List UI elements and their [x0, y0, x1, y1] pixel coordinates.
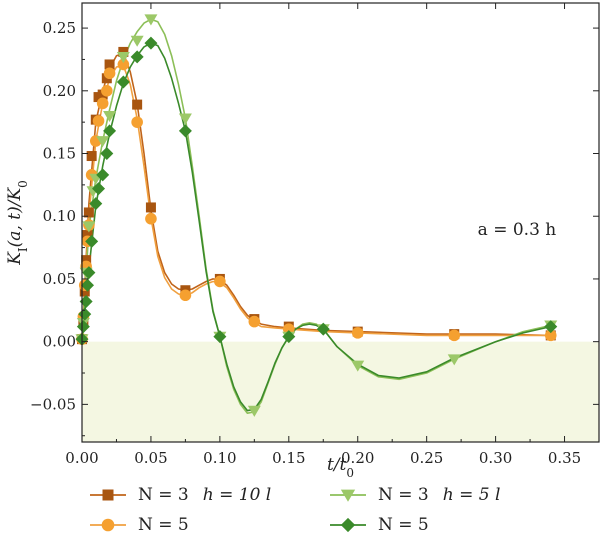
x-tick-label: 0.10 — [203, 449, 236, 467]
series-1-point — [179, 289, 192, 302]
negative-region-shade — [82, 341, 599, 442]
series-3-point — [116, 75, 130, 89]
series-1-point — [103, 67, 116, 80]
series-line-0 — [81, 52, 551, 342]
x-tick-label: 0.30 — [479, 449, 512, 467]
series-2-point — [447, 354, 461, 366]
series-0-point — [118, 46, 129, 57]
series-3-point — [81, 278, 95, 292]
series-3-point — [79, 295, 93, 309]
series-3-point — [544, 320, 558, 334]
y-tick-label: 0.15 — [43, 145, 76, 163]
series-2-point — [82, 221, 96, 233]
legend-entry-1: N = 5 — [90, 515, 189, 535]
x-tick-label: 0.15 — [272, 449, 305, 467]
x-axis-label: t/t0 — [327, 455, 354, 480]
x-tick-label: 0.25 — [410, 449, 443, 467]
series-0-point — [86, 151, 97, 162]
plot-frame — [81, 2, 600, 443]
series-0-point — [79, 286, 90, 297]
series-3-point — [144, 36, 158, 50]
y-tick-label: 0.10 — [43, 207, 76, 225]
series-3-point — [316, 322, 330, 336]
series-line-3 — [81, 42, 551, 412]
series-3-point — [96, 168, 110, 182]
series-2-point — [103, 111, 117, 123]
series-1-point — [117, 58, 130, 71]
series-0-point — [82, 230, 93, 241]
series-1-point — [96, 97, 109, 110]
y-tick-label: 0.00 — [43, 333, 76, 351]
series-1-point — [92, 115, 105, 127]
legend-entry-3: N = 5 — [330, 515, 429, 535]
series-0-point — [132, 99, 143, 110]
series-3-point — [130, 50, 144, 64]
series-2-point — [116, 52, 130, 64]
series-2-point — [96, 136, 110, 148]
series-3-point — [103, 124, 117, 138]
series-3-point — [76, 320, 90, 334]
x-tick-label: 0.05 — [134, 449, 167, 467]
series-3-point — [82, 266, 96, 280]
legend-marker — [102, 489, 114, 501]
series-1-point — [351, 327, 364, 339]
series-3-point — [178, 124, 192, 138]
series-1-point — [131, 116, 143, 128]
legend-label: N = 5 — [138, 515, 189, 535]
series-1-point — [101, 85, 113, 97]
series-1-point — [214, 275, 226, 288]
series-2-point — [130, 35, 144, 47]
series-3-point — [92, 182, 106, 196]
series-0-point — [104, 59, 115, 70]
series-1-point — [448, 329, 461, 342]
series-3-point — [213, 330, 227, 344]
series-3-point — [282, 330, 296, 344]
series-0-point — [83, 207, 94, 218]
y-tick-label: 0.25 — [43, 19, 76, 37]
series-1-point — [248, 315, 261, 328]
series-0-point — [145, 202, 156, 213]
x-tick-label: 0.00 — [65, 449, 98, 467]
data-markers — [75, 14, 558, 417]
legend-marker — [340, 489, 356, 502]
series-1-point — [145, 212, 157, 225]
y-tick-label: −0.05 — [30, 395, 76, 413]
series-2-point — [144, 14, 158, 26]
series-3-point — [100, 147, 114, 161]
axis-ticks: 0.00 0.05 0.10 0.15 0.20 0.25 0.30 0.35 −0.05 0.0… — [30, 3, 600, 467]
annotation-a-value: a = 0.3 h — [478, 220, 557, 240]
series-0-point — [81, 255, 92, 266]
series-2-point — [351, 360, 365, 372]
series-2-point — [178, 113, 192, 125]
series-2-point — [247, 405, 261, 417]
y-tick-label: 0.20 — [43, 82, 76, 100]
y-tick-label: 0.05 — [43, 270, 76, 288]
y-axis-label: KI(a, t)/K0 — [5, 180, 30, 266]
x-tick-label: 0.20 — [341, 449, 374, 467]
negative-shade-rect — [82, 341, 599, 442]
series-1-point — [544, 329, 557, 342]
legend-marker — [340, 517, 356, 533]
series-3-point — [89, 197, 103, 211]
legend-marker — [101, 518, 115, 532]
series-3-point — [85, 234, 99, 248]
x-tick-label: 0.35 — [548, 449, 581, 467]
legend-label: N = 5 — [378, 515, 429, 535]
